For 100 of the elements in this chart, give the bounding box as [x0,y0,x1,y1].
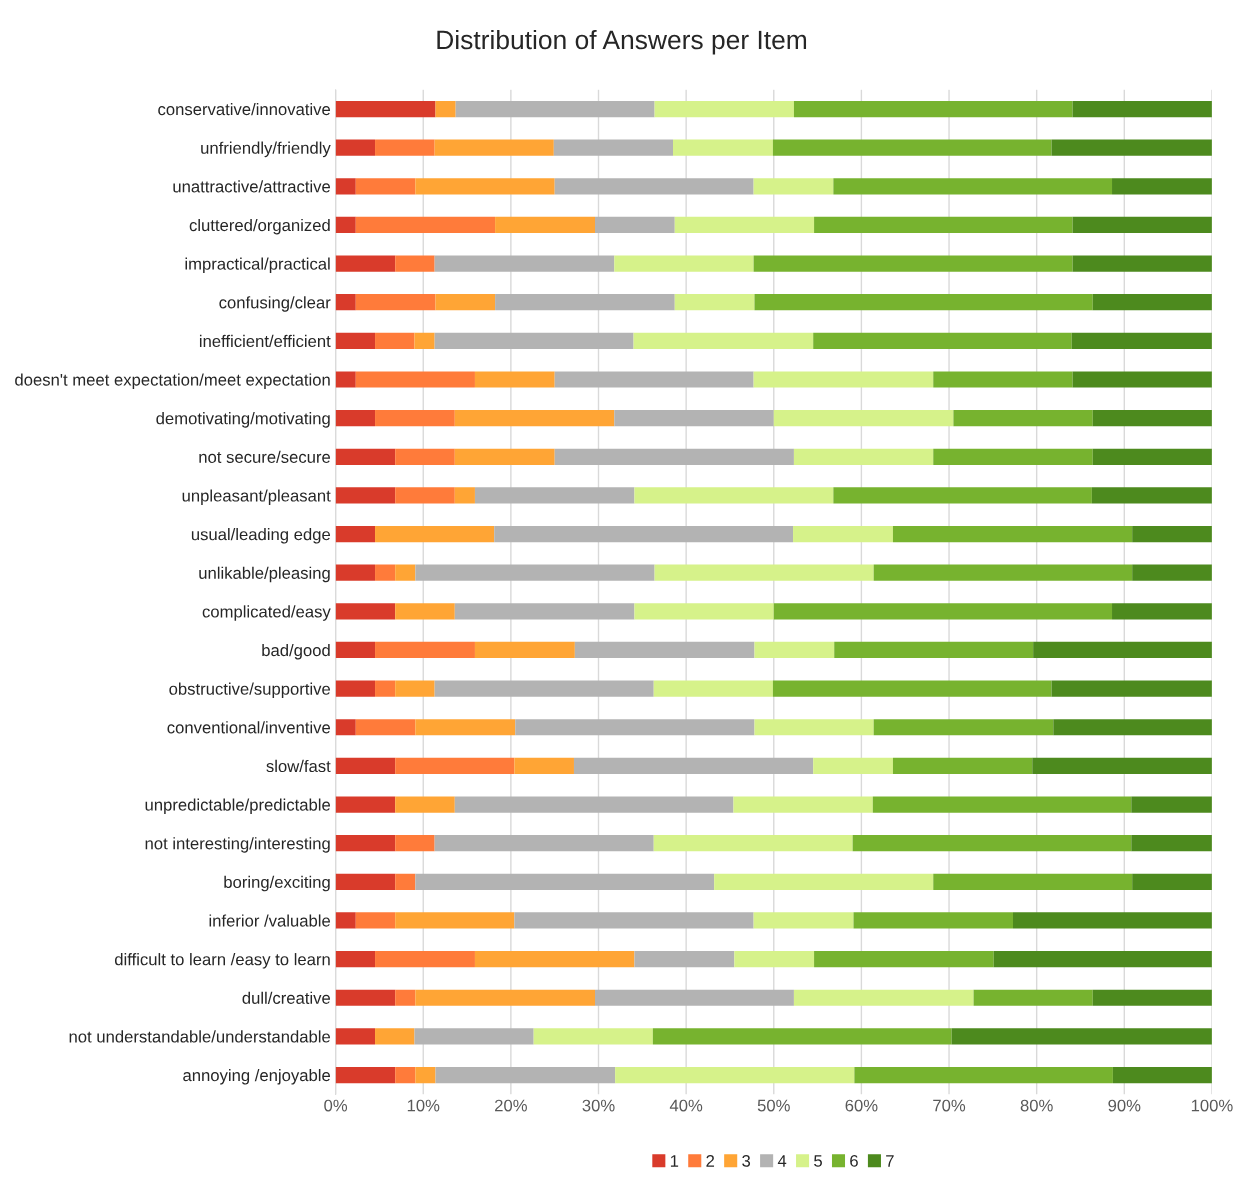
bar [793,989,974,1006]
y-tick-label: complicated/easy [202,605,331,621]
bar [454,796,734,813]
bar [494,525,794,543]
y-tick-label: inferior /valuable [209,914,331,927]
bar [1072,100,1212,118]
bar [1051,680,1212,697]
chart-title: Distribution of Answers per Item [437,29,807,55]
bar [455,100,655,118]
bar [873,564,1133,581]
bar [335,255,396,272]
bar [933,371,1073,388]
x-tick-label: 40% [669,1099,703,1112]
bar [395,680,435,697]
bar [514,757,574,775]
bar [435,294,496,311]
bar [1132,525,1212,543]
bar [335,796,396,813]
bar [375,680,396,697]
bar [395,912,515,929]
bar [335,294,356,311]
bar [993,950,1212,968]
y-tick-label: not secure/secure [199,450,331,463]
bar [335,719,356,736]
bar [395,487,455,504]
bar [454,487,475,504]
bar [653,835,853,852]
bar [615,1066,855,1084]
bar [634,603,774,620]
bar [1112,1066,1212,1084]
bar [714,873,934,890]
bar [733,796,873,813]
bar [375,641,475,659]
bar [415,873,715,890]
legend-label: 1 [670,1155,679,1167]
bar [1091,487,1212,504]
bar [872,796,1132,813]
bar [1112,603,1212,620]
bar [773,410,954,427]
bar [434,835,654,852]
bar [753,912,854,929]
y-tick-label: slow/fast [266,759,331,773]
bar [335,1066,396,1084]
legend-label: 2 [706,1154,715,1167]
bar [454,448,555,465]
bar [553,139,673,156]
y-tick-label: unpleasant/pleasant [182,489,331,505]
bar [754,719,874,736]
legend-label: 7 [886,1155,894,1167]
y-tick-label: unpredictable/predictable [145,798,331,815]
bar [395,448,455,465]
bar [834,641,1034,659]
bar [355,912,396,929]
bar [1032,757,1212,775]
bar [573,757,814,775]
bar [335,139,376,156]
bar [754,294,1093,311]
bar [335,912,356,929]
bar [1013,912,1212,929]
bar [951,1028,1212,1045]
y-tick-label: unlikable/pleasing [199,566,330,583]
bar [335,487,396,504]
bar [335,371,356,388]
bar [1072,255,1212,272]
bar [434,680,654,697]
bar [753,178,834,195]
bar [813,332,1072,349]
bar [355,216,496,234]
bar [854,1066,1113,1084]
y-tick-label: conservative/innovative [158,102,331,116]
bar [1071,332,1212,349]
bar [335,448,396,465]
bar [474,371,555,388]
bar [1131,835,1212,852]
bar [395,255,435,272]
bar [375,1028,415,1045]
bar [414,332,435,349]
bar [833,487,1092,504]
bar [375,332,415,349]
x-tick-label: 60% [845,1099,878,1112]
bar [793,448,934,465]
bar [335,989,396,1006]
bar [633,332,814,349]
y-tick-label: demotivating/motivating [156,412,330,428]
y-tick-label: usual/leading edge [191,528,331,544]
bar [734,950,815,968]
y-tick-label: obstructive/supportive [169,682,331,699]
bar [335,680,376,697]
bar [652,1028,952,1045]
x-tick-label: 20% [495,1099,527,1112]
bar [533,1028,653,1045]
bar [415,719,516,736]
bar [415,1066,436,1084]
bar [833,178,1113,195]
y-tick-label: impractical/practical [185,257,330,274]
bar [375,139,435,156]
bar [515,719,755,736]
bar [395,757,515,775]
bar [793,525,893,543]
y-tick-label: annoying /enjoyable [183,1068,331,1085]
